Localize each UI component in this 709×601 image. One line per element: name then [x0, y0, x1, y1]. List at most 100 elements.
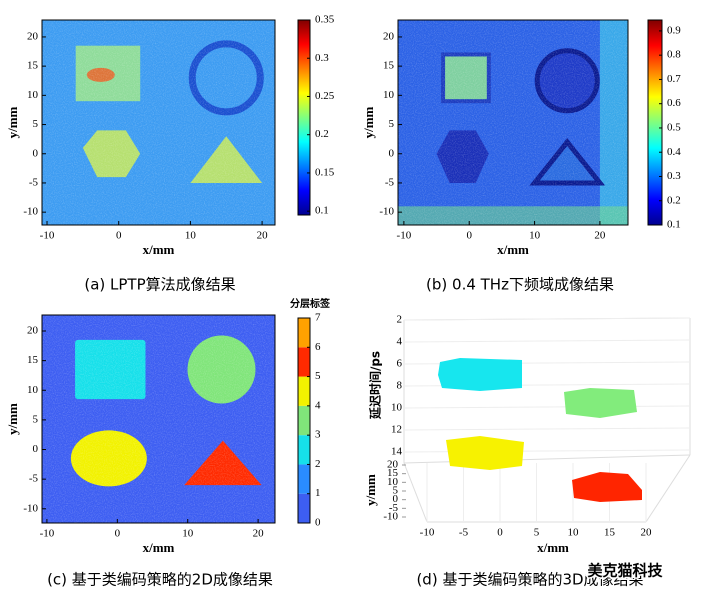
z-grid-line [403, 427, 691, 431]
z-axis-label: 延迟时间/ps [368, 351, 383, 420]
y-tick-label: 5 [33, 118, 39, 130]
x-tick-label: -10 [420, 527, 435, 539]
y-tick-label: 5 [393, 485, 399, 497]
z-grid-line [403, 317, 691, 321]
box-edge [403, 462, 428, 523]
z-tick-label: 8 [397, 380, 403, 392]
z-tick-label: 14 [391, 446, 403, 458]
y-tick-label: 15 [27, 354, 39, 366]
colorbar-tick-label: 0.1 [667, 219, 681, 231]
y-tick-label: 0 [33, 443, 39, 455]
y-tick-label: -5 [385, 176, 395, 188]
y-tick-label: 20 [383, 30, 395, 42]
y-tick-label: 10 [387, 476, 399, 488]
y-tick-label: 5 [33, 413, 39, 425]
x-axis-label: x/mm [143, 540, 175, 555]
axes-frame [397, 19, 629, 226]
colorbar-segment [298, 347, 310, 377]
colorbar-tick-label: 0.2 [667, 194, 681, 206]
colorbar-tick-label: 0.1 [315, 205, 329, 217]
x-tick-label: 20 [594, 230, 606, 242]
x-tick-label: -10 [40, 230, 55, 242]
image-noise [42, 315, 275, 523]
y-axis-label: y/mm [5, 106, 20, 138]
colorbar [648, 20, 662, 225]
y-axis-label: y/mm [5, 403, 20, 435]
z-tick-label: 12 [391, 424, 402, 436]
caption: (b) 0.4 THz下频域成像结果 [426, 276, 614, 294]
caption: (d) 基于类编码策略的3D成像结果 [416, 571, 643, 589]
x-tick-label: 0 [115, 528, 121, 540]
colorbar-tick-label: 0.6 [667, 97, 681, 109]
y-tick-label: -5 [29, 176, 39, 188]
y-tick-label: 15 [387, 467, 399, 479]
y-tick-label: -10 [379, 206, 394, 218]
colorbar-frame [647, 19, 663, 226]
colorbar-tick-label: 0.15 [315, 166, 335, 178]
x-tick-label: 0 [497, 527, 503, 539]
image-noise [42, 20, 275, 225]
x-axis-label: x/mm [497, 242, 529, 257]
colorbar-segment [298, 435, 310, 465]
x-tick-label: 20 [641, 527, 653, 539]
watermark: 美克猫科技 [587, 562, 663, 580]
caption: (c) 基于类编码策略的2D成像结果 [47, 571, 273, 589]
z-tick-label: 4 [397, 336, 403, 348]
layer-surface [446, 436, 524, 470]
colorbar-tick-label: 0.3 [667, 170, 681, 182]
x-tick-label: 0 [466, 230, 472, 242]
y-tick-label: -10 [383, 511, 398, 523]
colorbar-tick-label: 0.7 [667, 73, 681, 85]
colorbar-tick-label: 2 [315, 458, 321, 470]
colorbar-tick-label: 0 [315, 517, 321, 529]
colorbar-frame [297, 317, 311, 524]
y-tick-label: -5 [29, 473, 39, 485]
z-tick-label: 10 [391, 402, 403, 414]
y-tick-label: 20 [27, 30, 39, 42]
layer-surface [564, 388, 637, 418]
colorbar-tick-label: 0.35 [315, 14, 335, 26]
colorbar-segment [298, 318, 310, 348]
colorbar-title: 分层标签 [290, 297, 331, 310]
x-tick-label: -10 [397, 230, 412, 242]
x-tick-label: 0 [116, 230, 122, 242]
colorbar-tick-label: 1 [315, 487, 321, 499]
x-tick-label: 20 [253, 528, 265, 540]
z-tick-label: 6 [397, 358, 403, 370]
colorbar-tick-label: 0.4 [667, 146, 681, 158]
y-tick-label: 10 [27, 384, 39, 396]
image [42, 20, 275, 225]
z-tick-label: 2 [397, 314, 403, 326]
x-tick-label: 10 [568, 527, 580, 539]
colorbar-tick-label: 0.2 [315, 128, 329, 140]
colorbar-segment [298, 464, 310, 494]
layer-surface [572, 472, 642, 502]
y-tick-label: 5 [389, 118, 395, 130]
colorbar-tick-label: 0.9 [667, 24, 681, 36]
colorbar-tick-label: 0.5 [667, 121, 681, 133]
x-tick-label: 10 [182, 528, 194, 540]
colorbar-tick-label: 0.3 [315, 52, 329, 64]
z-grid-line [403, 339, 691, 343]
x-tick-label: 10 [185, 230, 197, 242]
image [42, 315, 275, 523]
z-grid-line [403, 449, 691, 453]
colorbar-tick-label: 6 [315, 341, 321, 353]
x-tick-label: 15 [604, 527, 616, 539]
axes-frame [41, 19, 276, 226]
colorbar-tick-label: 3 [315, 429, 321, 441]
colorbar-tick-label: 5 [315, 370, 321, 382]
colorbar-frame [297, 19, 311, 216]
colorbar-tick-label: 4 [315, 399, 321, 411]
colorbar-segment [298, 376, 310, 406]
x-axis-label: x/mm [537, 540, 569, 555]
y-tick-label: 10 [383, 89, 395, 101]
image-noise [398, 20, 628, 225]
y-axis-label: y/mm [363, 474, 378, 506]
layer-surface [438, 358, 522, 391]
y-tick-label: 10 [27, 89, 39, 101]
x-axis-label: x/mm [143, 242, 175, 257]
y-tick-label: 15 [27, 60, 39, 72]
box-edge [403, 454, 691, 464]
